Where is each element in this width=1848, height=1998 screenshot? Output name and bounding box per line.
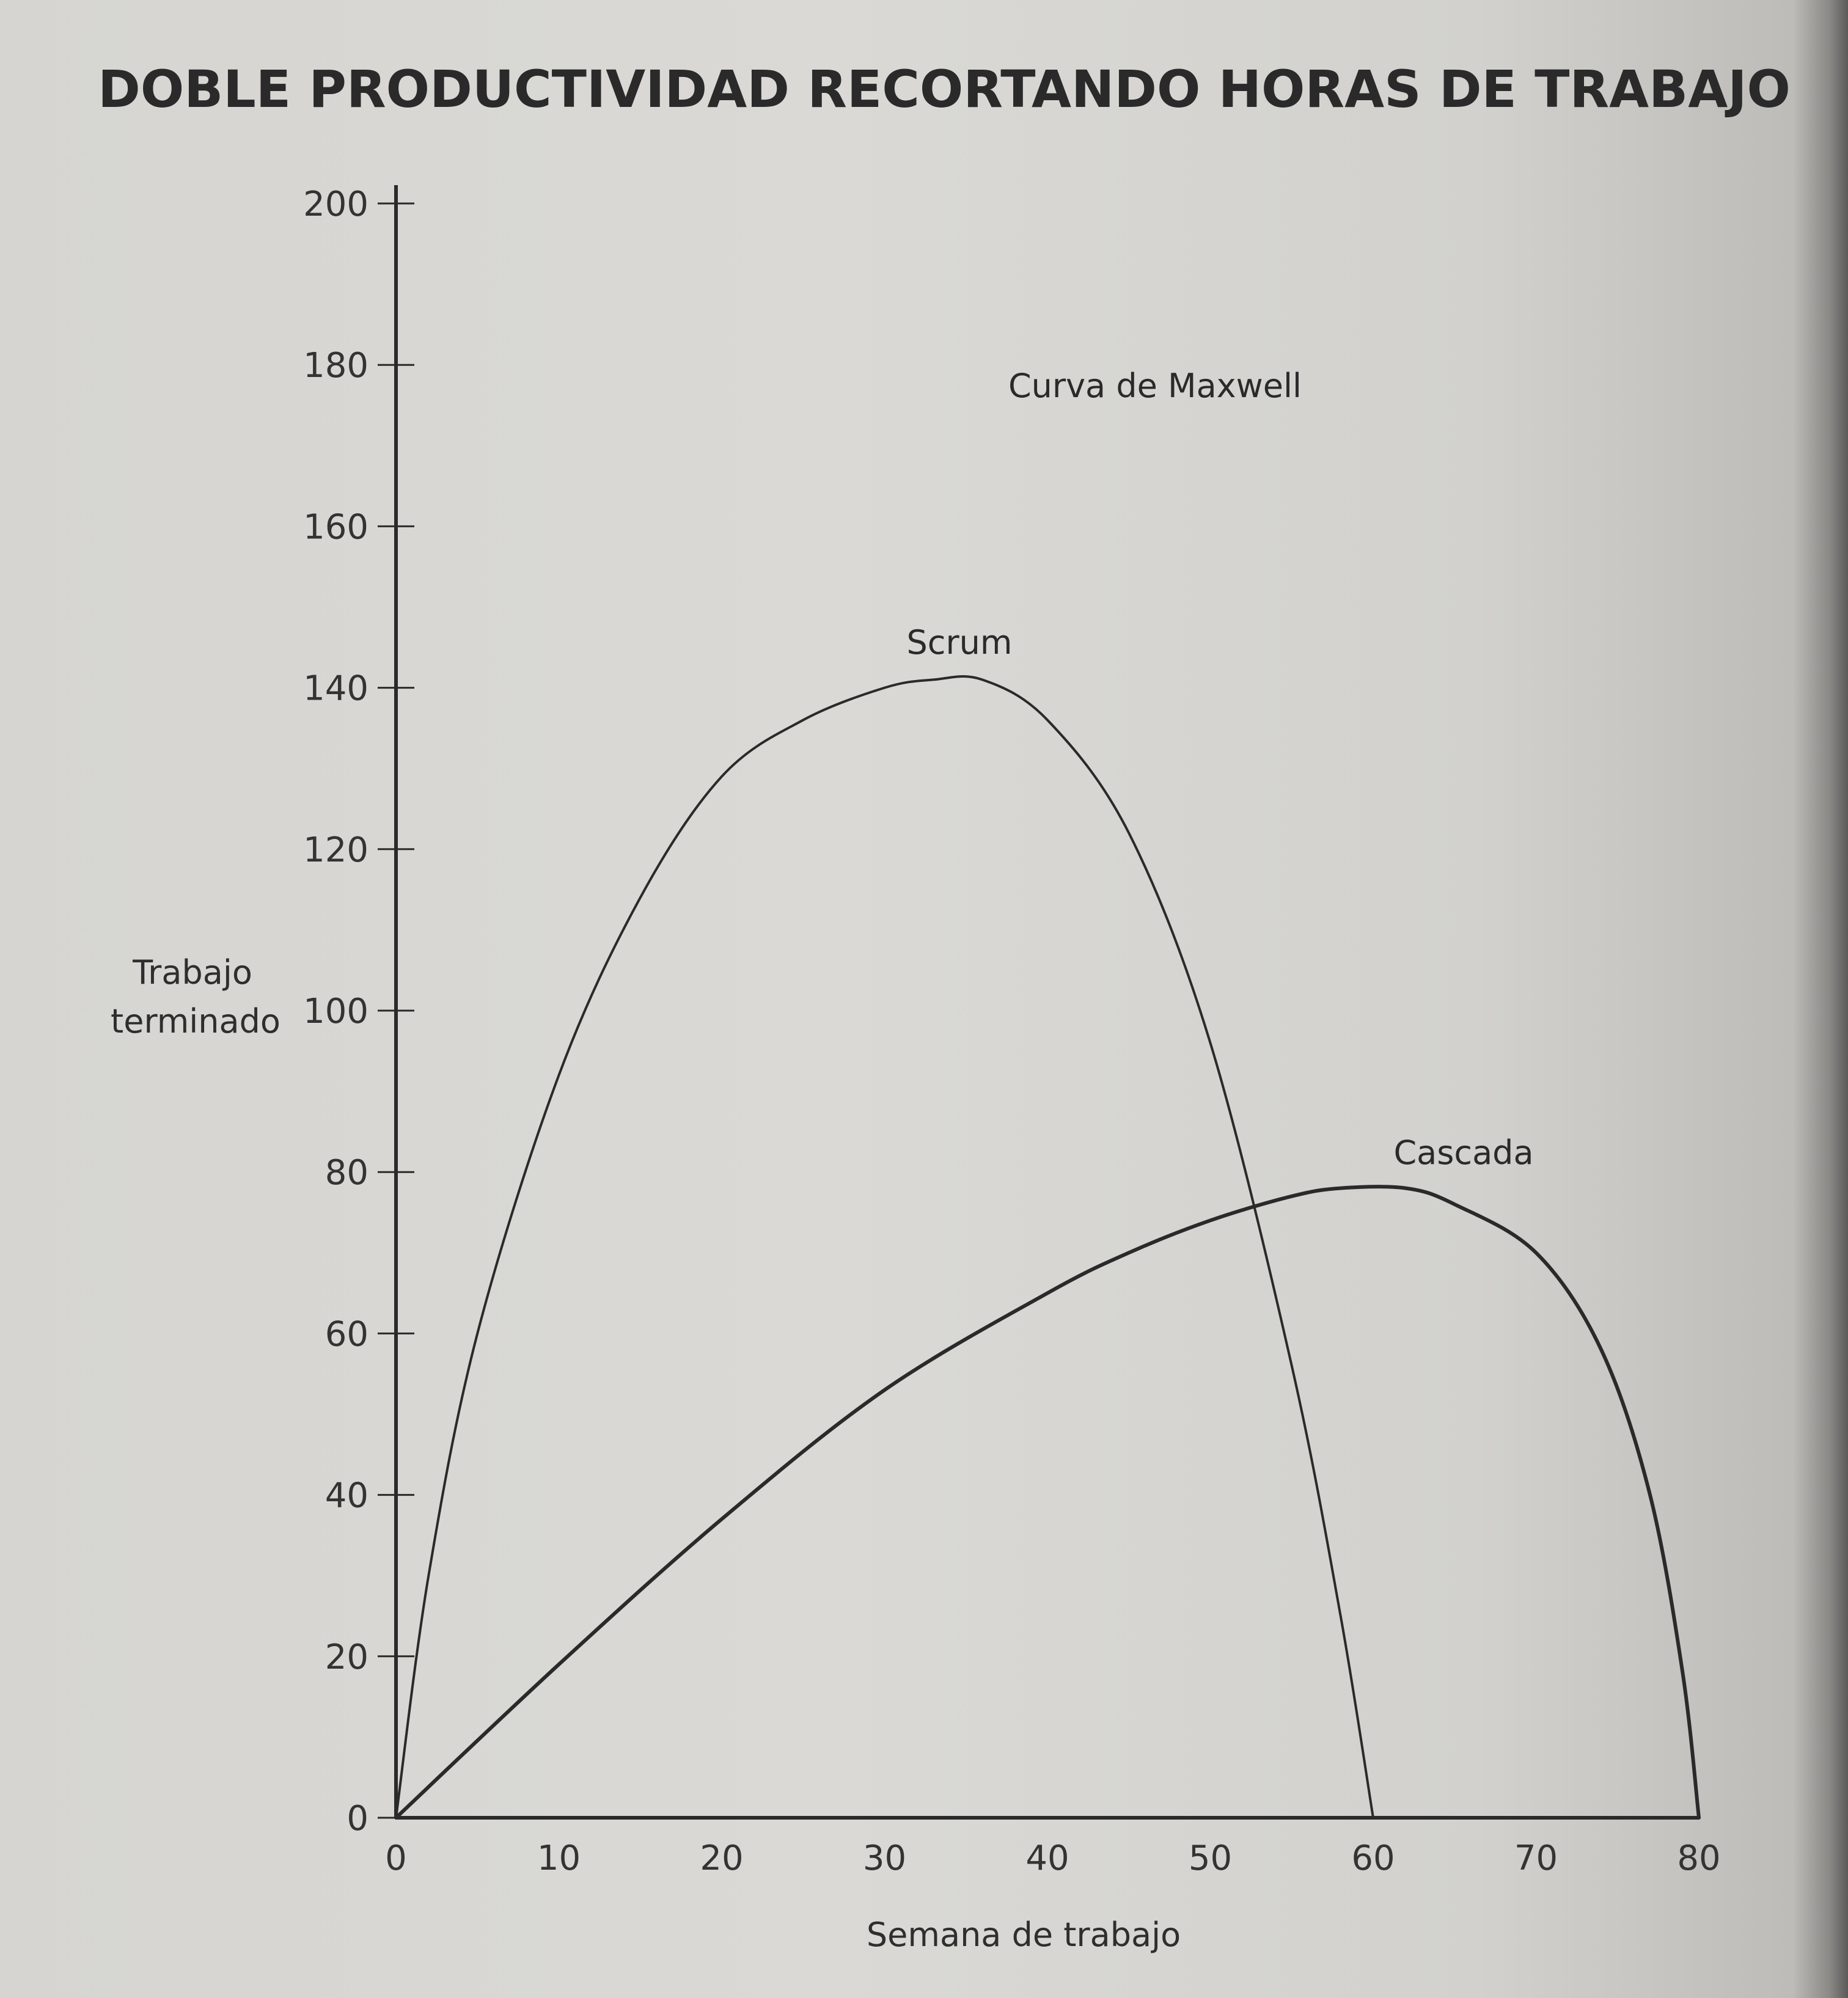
x-axis-label: Semana de trabajo (867, 1916, 1181, 1954)
y-tick-label: 60 (325, 1314, 369, 1354)
chart-annotation: Curva de Maxwell (1008, 367, 1302, 405)
y-tick-label: 140 (303, 669, 369, 709)
series-line-scrum (395, 675, 1374, 1819)
series-label-cascada: Cascada (1393, 1133, 1533, 1172)
y-tick-label: 200 (303, 185, 369, 224)
series-label-scrum: Scrum (907, 623, 1013, 662)
series-group: Scrum Cascada (394, 623, 1701, 1820)
x-tick-label: 50 (1189, 1839, 1232, 1878)
y-tick-label: 160 (303, 507, 369, 547)
y-axis-label-line-2: terminado (111, 1002, 280, 1041)
axes: 0 20 40 60 80 100 120 140 160 180 200 0 10 20 30 40 50 60… (303, 185, 1721, 1878)
y-tick-label: 20 (325, 1638, 369, 1677)
x-tick-label: 60 (1351, 1839, 1395, 1878)
x-tick-label: 70 (1514, 1839, 1558, 1878)
x-tick-label: 30 (863, 1839, 906, 1878)
y-tick-label: 100 (303, 992, 369, 1031)
y-tick-label: 180 (303, 346, 369, 386)
y-tick-label: 0 (346, 1799, 369, 1839)
x-tick-label: 0 (385, 1839, 407, 1878)
x-tick-label: 80 (1677, 1839, 1720, 1878)
x-tick-label: 40 (1025, 1839, 1069, 1878)
y-tick-label: 120 (303, 830, 369, 870)
y-axis-label-line-1: Trabajo (132, 953, 252, 992)
x-tick-label: 20 (700, 1839, 743, 1878)
series-line-cascada (394, 1185, 1701, 1820)
y-tick-label: 40 (325, 1476, 369, 1516)
chart-title: DOBLE PRODUCTIVIDAD RECORTANDO HORAS DE … (98, 59, 1791, 119)
y-tick-label: 80 (325, 1153, 369, 1193)
x-tick-label: 10 (537, 1839, 581, 1878)
